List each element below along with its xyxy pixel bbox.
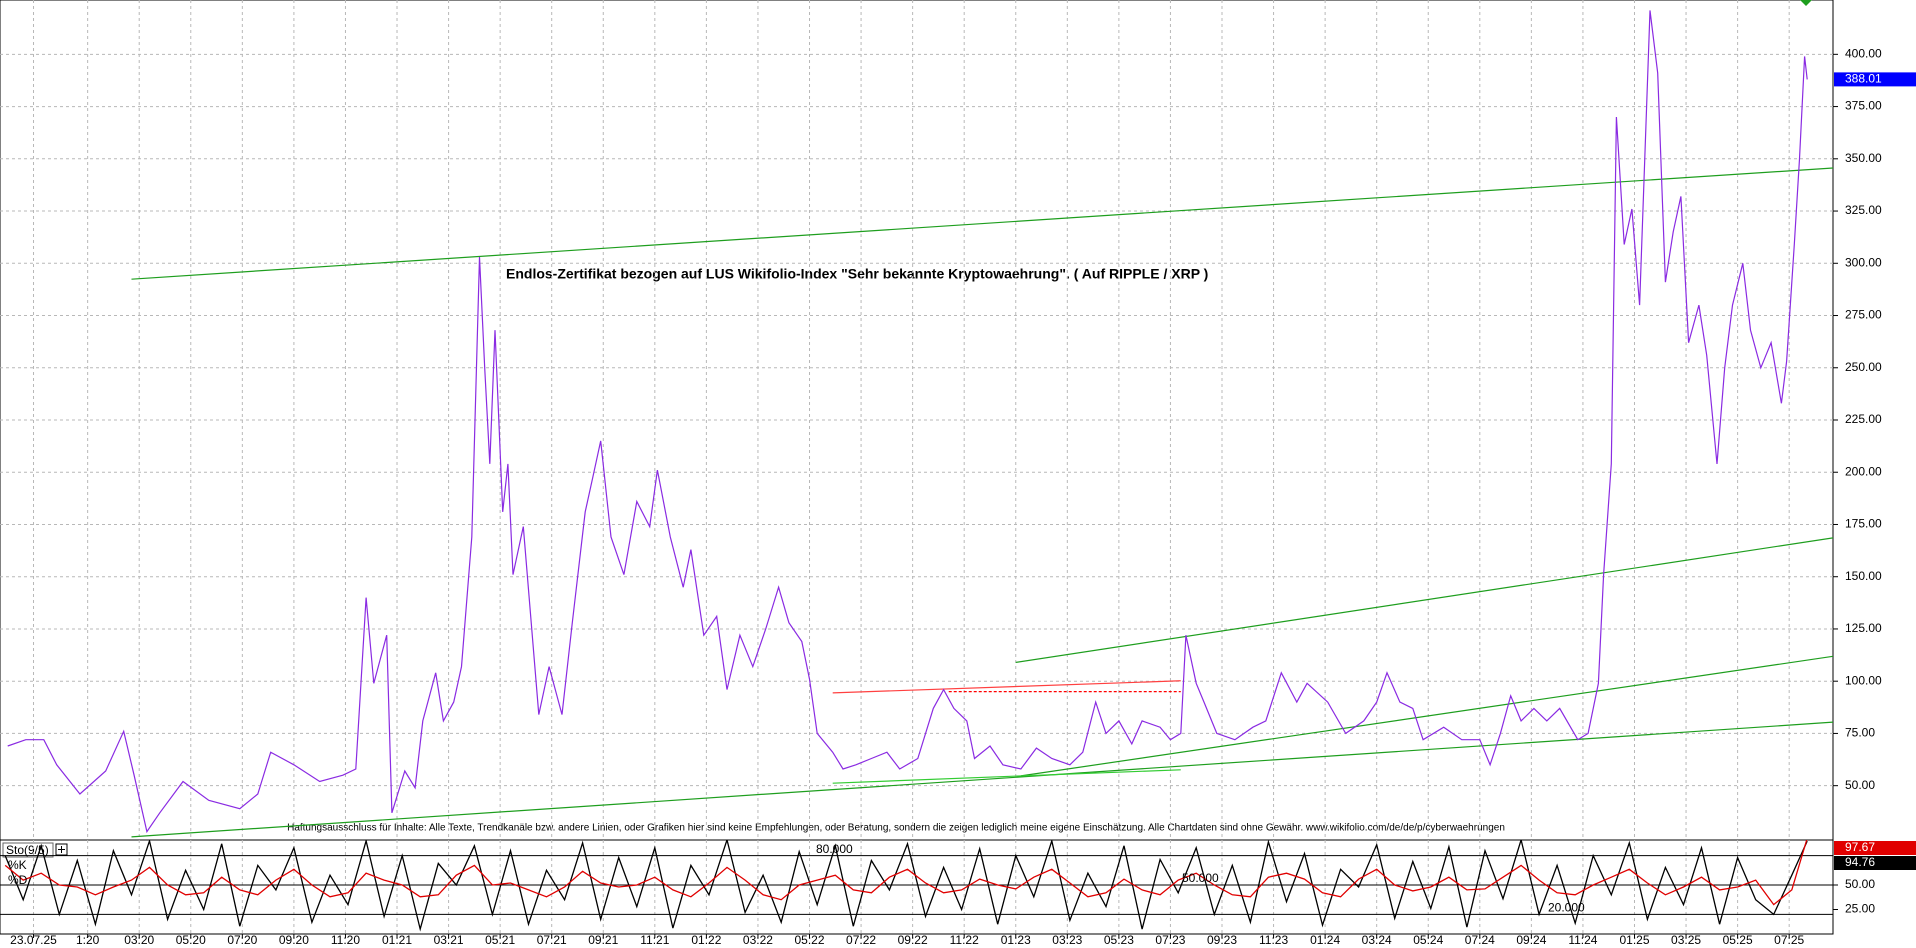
y-tick-label: 375.00 — [1845, 99, 1882, 113]
trend-line — [1015, 537, 1833, 663]
x-tick-label: 11:24 — [1568, 933, 1597, 947]
x-tick-label: 03:23 — [1052, 933, 1082, 947]
x-tick-label: 03:22 — [743, 933, 773, 947]
last-value-label: 97.67 — [1845, 840, 1875, 854]
x-tick-label: 07:25 — [1774, 933, 1804, 947]
y-tick-label: 325.00 — [1845, 203, 1882, 217]
x-tick-label: 11:23 — [1259, 933, 1288, 947]
x-tick-label: 03:21 — [434, 933, 464, 947]
y-tick-label: 175.00 — [1845, 517, 1882, 531]
level-label: 20.000 — [1548, 901, 1585, 915]
x-tick-label: 07:24 — [1465, 933, 1495, 947]
x-tick-label: 09:23 — [1207, 933, 1237, 947]
x-tick-label: 01:25 — [1619, 933, 1649, 947]
last-value-label: 388.01 — [1845, 72, 1882, 86]
stoch-panel — [0, 840, 1833, 934]
y-tick-label: 275.00 — [1845, 308, 1882, 322]
x-tick-label: 1:20 — [76, 933, 100, 947]
y-tick-label: 125.00 — [1845, 621, 1882, 635]
x-tick-label: 07:20 — [227, 933, 257, 947]
y-tick-label: 400.00 — [1845, 47, 1882, 61]
series-line — [7, 10, 1808, 834]
x-tick-label: 05:21 — [485, 933, 515, 947]
x-tick-label: 05:20 — [176, 933, 206, 947]
x-tick-label: 11:21 — [640, 933, 669, 947]
series-line — [4, 840, 1808, 906]
legend-entry: %K — [8, 858, 27, 872]
y-tick-label: 75.00 — [1845, 726, 1875, 740]
x-tick-label: 11:22 — [950, 933, 979, 947]
x-tick-label: 03:25 — [1671, 933, 1701, 947]
y-tick-label: 150.00 — [1845, 569, 1882, 583]
trend-line — [131, 721, 1833, 838]
marker-icon — [1800, 0, 1812, 6]
x-tick-label: 01:24 — [1310, 933, 1340, 947]
y-tick-label: 200.00 — [1845, 464, 1882, 478]
x-tick-label: 05:22 — [794, 933, 824, 947]
x-tick-label: 03:20 — [124, 933, 154, 947]
last-value-box — [1834, 841, 1916, 855]
y-tick-label: 25.00 — [1845, 902, 1875, 916]
x-tick-label: 01:22 — [691, 933, 721, 947]
level-label: 50.000 — [1182, 871, 1219, 885]
x-tick-label: 23.07.25 — [10, 933, 57, 947]
plot-frame — [0, 0, 1834, 935]
x-tick-label: 11:20 — [331, 933, 360, 947]
trend-line — [131, 167, 1833, 280]
y-tick-label: 50.00 — [1845, 877, 1875, 891]
y-tick-label: 300.00 — [1845, 255, 1882, 269]
x-tick-label: 09:21 — [588, 933, 618, 947]
y-tick-label: 50.00 — [1845, 778, 1875, 792]
expand-plus — [58, 846, 65, 853]
chart-title: Endlos-Zertifikat bezogen auf LUS Wikifo… — [506, 266, 1208, 282]
disclaimer: Haftungsausschluss für Inhalte: Alle Tex… — [287, 823, 1505, 834]
x-tick-label: 09:24 — [1516, 933, 1546, 947]
x-tick-label: 05:25 — [1723, 933, 1753, 947]
x-tick-label: 05:23 — [1104, 933, 1134, 947]
x-tick-label: 07:21 — [537, 933, 567, 947]
last-value-label: 94.76 — [1845, 855, 1875, 869]
x-tick-label: 09:20 — [279, 933, 309, 947]
y-tick-label: 100.00 — [1845, 673, 1882, 687]
x-tick-label: 07:23 — [1155, 933, 1185, 947]
y-tick-label: 225.00 — [1845, 412, 1882, 426]
x-tick-label: 05:24 — [1413, 933, 1443, 947]
x-tick-label: 01:21 — [382, 933, 412, 947]
trend-line — [832, 680, 1181, 694]
x-tick-label: 07:22 — [846, 933, 876, 947]
last-value-box — [1834, 72, 1916, 87]
level-label: 80.000 — [816, 842, 853, 856]
price-panel — [0, 0, 1833, 840]
legend-entry: %D — [8, 873, 28, 887]
x-tick-label: 03:24 — [1362, 933, 1392, 947]
x-tick-label: 09:22 — [898, 933, 928, 947]
trend-line — [832, 769, 1181, 784]
series-line — [4, 840, 1808, 932]
last-value-box — [1834, 856, 1916, 870]
x-tick-label: 01:23 — [1001, 933, 1031, 947]
y-tick-label: 350.00 — [1845, 151, 1882, 165]
trend-line — [1020, 655, 1833, 777]
y-tick-label: 250.00 — [1845, 360, 1882, 374]
